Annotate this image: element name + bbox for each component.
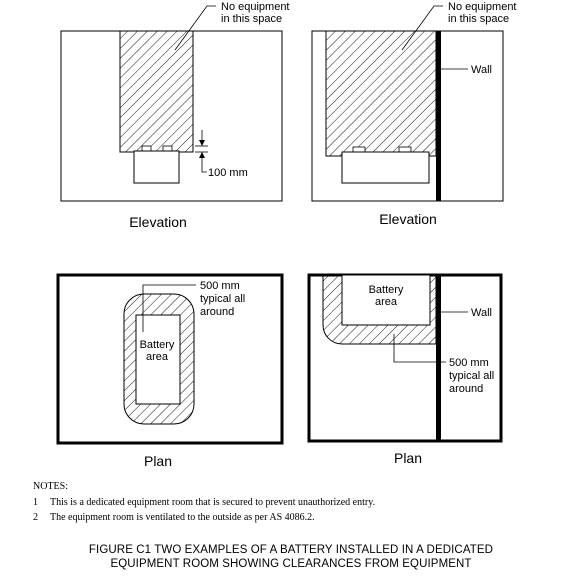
battery-terminal — [352, 146, 366, 153]
clearance-label: 500 mm — [200, 280, 240, 292]
elevation-left: No equipment in this space 100 mm Elevat… — [60, 1, 290, 230]
note-item: 2 The equipment room is ventilated to the… — [33, 510, 375, 526]
figure-title-line: EQUIPMENT ROOM SHOWING CLEARANCES FROM E… — [110, 557, 472, 570]
figure-title-line: FIGURE C1 TWO EXAMPLES OF A BATTERY INST… — [88, 544, 494, 556]
battery-label: Battery — [369, 284, 404, 296]
dimension-label: 100 mm — [208, 167, 248, 179]
leader-line — [393, 334, 446, 363]
view-caption: Elevation — [379, 211, 437, 227]
wall — [436, 275, 441, 441]
clearance-label: typical all — [449, 370, 494, 382]
battery-terminal — [141, 145, 152, 152]
battery — [133, 150, 180, 184]
no-equipment-zone — [325, 30, 437, 157]
plan-left: 500 mm typical all around Battery area P… — [56, 273, 284, 469]
dimension-line — [201, 152, 207, 173]
no-equipment-label: No equipment — [448, 1, 517, 13]
clearance-label: typical all — [200, 293, 245, 305]
battery-area — [341, 274, 431, 326]
figure-drawing: No equipment in this space 100 mm Elevat… — [56, 1, 517, 469]
battery-label: area — [146, 351, 169, 363]
leader-line — [401, 5, 443, 51]
notes-heading: NOTES: — [33, 481, 68, 492]
notes: NOTES: 1 This is a dedicated equipment ro… — [33, 479, 375, 526]
wall-label: Wall — [471, 307, 492, 319]
view-caption: Plan — [144, 453, 172, 469]
figure-title: FIGURE C1 TWO EXAMPLES OF A BATTERY INST… — [0, 544, 582, 571]
no-equipment-label: No equipment — [221, 1, 290, 13]
view-caption: Plan — [394, 450, 422, 466]
battery — [341, 151, 430, 184]
note-text: This is a dedicated equipment room that … — [50, 496, 376, 508]
no-equipment-label: in this space — [221, 13, 282, 25]
view-caption: Elevation — [129, 214, 187, 230]
note-item: 1 This is a dedicated equipment room that… — [33, 495, 375, 511]
arrow-head — [199, 152, 205, 158]
clearance-label: around — [200, 306, 234, 318]
clearance-label: around — [449, 383, 483, 395]
battery-terminal — [398, 146, 412, 153]
battery-area — [135, 314, 181, 405]
battery-terminal — [162, 145, 173, 152]
note-text: The equipment room is ventilated to the … — [50, 512, 315, 523]
note-number: 2 — [33, 512, 38, 523]
wall-label: Wall — [471, 64, 492, 76]
elevation-right: Wall No equipment in this space Elevatio… — [311, 1, 517, 227]
leader-line — [174, 5, 216, 51]
battery-label: area — [375, 296, 398, 308]
no-equipment-zone — [119, 30, 194, 153]
no-equipment-label: in this space — [448, 13, 509, 25]
note-number: 1 — [33, 496, 38, 508]
leader-line — [142, 284, 196, 332]
room-outline — [56, 273, 284, 445]
battery-label: Battery — [140, 339, 175, 351]
plan-right: Wall Battery area 500 mm typical all aro… — [307, 273, 503, 466]
wall — [436, 31, 441, 201]
arrow-head — [199, 140, 205, 146]
clearance-label: 500 mm — [449, 357, 489, 369]
